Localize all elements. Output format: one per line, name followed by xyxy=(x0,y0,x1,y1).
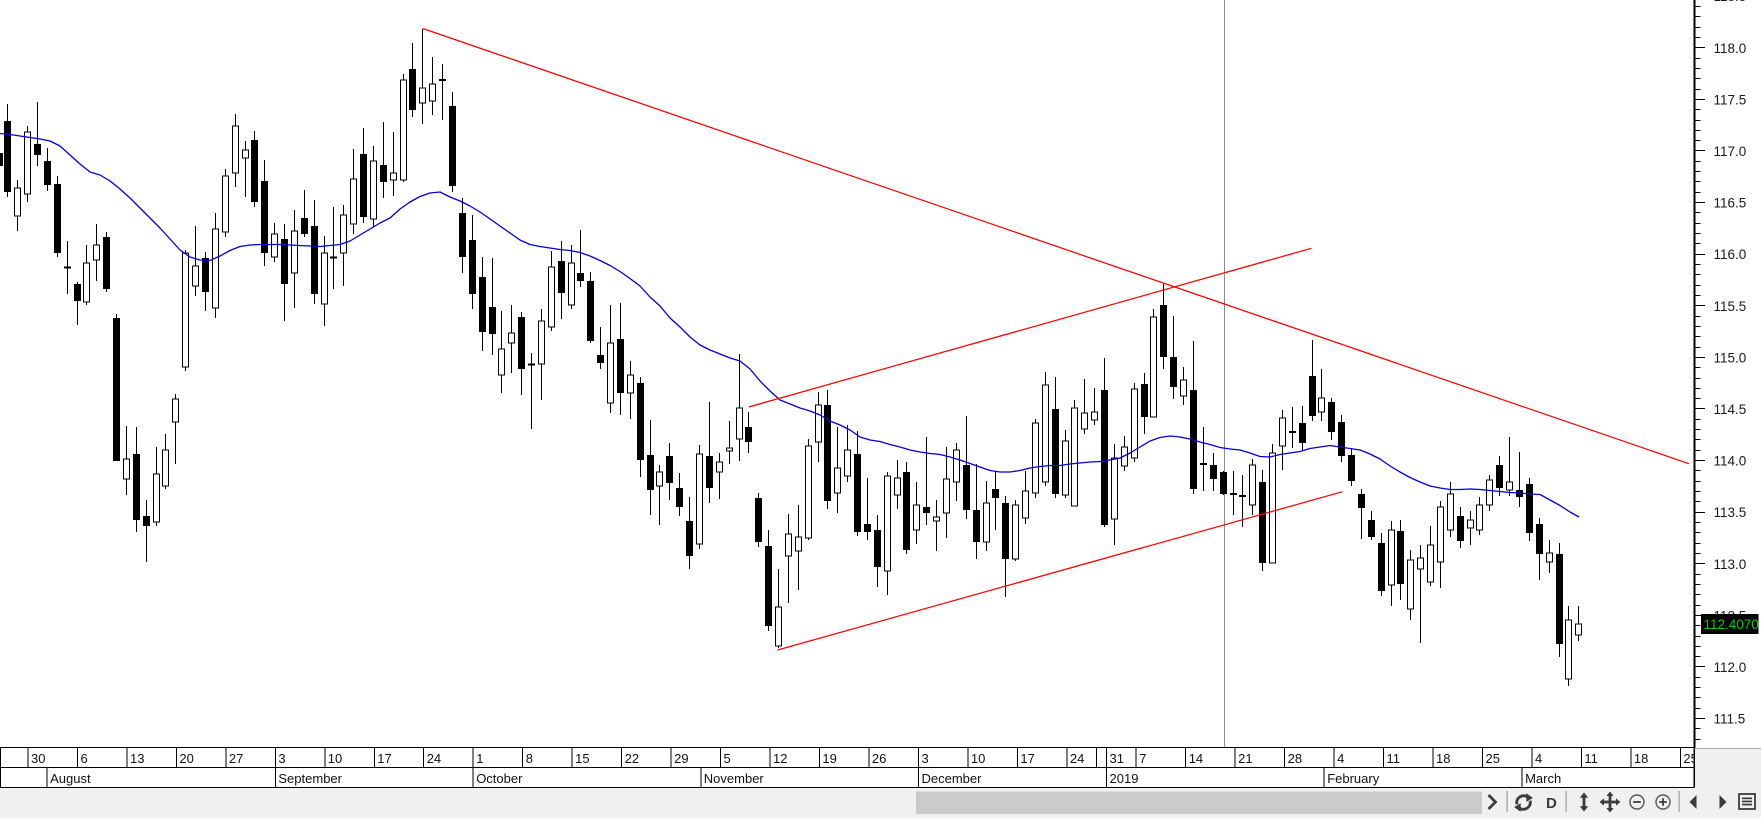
svg-text:113.0: 113.0 xyxy=(1714,557,1747,572)
svg-text:114.0: 114.0 xyxy=(1714,454,1747,469)
svg-text:114.5: 114.5 xyxy=(1714,402,1747,417)
svg-text:18: 18 xyxy=(1634,751,1648,766)
svg-text:29: 29 xyxy=(674,751,688,766)
svg-text:22: 22 xyxy=(625,751,639,766)
svg-text:11: 11 xyxy=(1387,751,1401,766)
svg-text:30: 30 xyxy=(31,751,45,766)
svg-text:August: August xyxy=(50,771,91,786)
svg-text:12: 12 xyxy=(773,751,787,766)
svg-text:1: 1 xyxy=(476,751,483,766)
svg-text:2019: 2019 xyxy=(1110,771,1139,786)
svg-text:118.0: 118.0 xyxy=(1714,41,1747,56)
svg-text:17: 17 xyxy=(377,751,391,766)
svg-text:19: 19 xyxy=(822,751,836,766)
svg-text:4: 4 xyxy=(1535,751,1542,766)
svg-text:31: 31 xyxy=(1110,751,1124,766)
svg-text:D: D xyxy=(1546,795,1557,812)
svg-text:26: 26 xyxy=(872,751,886,766)
svg-text:6: 6 xyxy=(81,751,88,766)
svg-text:10: 10 xyxy=(328,751,342,766)
svg-text:116.5: 116.5 xyxy=(1714,196,1747,211)
svg-text:24: 24 xyxy=(427,751,441,766)
svg-text:111.5: 111.5 xyxy=(1714,712,1746,727)
svg-text:116.0: 116.0 xyxy=(1714,247,1747,262)
svg-text:7: 7 xyxy=(1139,751,1146,766)
svg-text:10: 10 xyxy=(971,751,985,766)
svg-text:113.5: 113.5 xyxy=(1714,505,1747,520)
svg-text:11: 11 xyxy=(1584,751,1598,766)
svg-text:8: 8 xyxy=(526,751,533,766)
svg-text:24: 24 xyxy=(1070,751,1084,766)
svg-text:25: 25 xyxy=(1683,751,1697,766)
svg-text:February: February xyxy=(1327,771,1380,786)
svg-text:March: March xyxy=(1525,771,1561,786)
svg-text:13: 13 xyxy=(130,751,144,766)
svg-text:4: 4 xyxy=(1337,751,1344,766)
svg-text:112.4070: 112.4070 xyxy=(1704,617,1759,632)
svg-text:December: December xyxy=(922,771,983,786)
svg-text:21: 21 xyxy=(1238,751,1252,766)
svg-text:112.0: 112.0 xyxy=(1714,660,1747,675)
svg-text:115.5: 115.5 xyxy=(1714,299,1747,314)
svg-text:15: 15 xyxy=(575,751,589,766)
svg-text:3: 3 xyxy=(922,751,929,766)
svg-text:118.5: 118.5 xyxy=(1714,0,1747,4)
svg-text:17: 17 xyxy=(1020,751,1034,766)
svg-text:28: 28 xyxy=(1288,751,1302,766)
svg-text:October: October xyxy=(476,771,523,786)
svg-text:117.0: 117.0 xyxy=(1714,144,1747,159)
svg-text:115.0: 115.0 xyxy=(1714,350,1747,365)
svg-text:18: 18 xyxy=(1436,751,1450,766)
svg-text:25: 25 xyxy=(1486,751,1500,766)
svg-text:117.5: 117.5 xyxy=(1714,92,1747,107)
svg-text:27: 27 xyxy=(229,751,243,766)
svg-text:November: November xyxy=(704,771,765,786)
svg-text:3: 3 xyxy=(278,751,285,766)
svg-text:20: 20 xyxy=(179,751,193,766)
svg-text:14: 14 xyxy=(1189,751,1203,766)
svg-text:September: September xyxy=(278,771,342,786)
svg-text:5: 5 xyxy=(724,751,731,766)
